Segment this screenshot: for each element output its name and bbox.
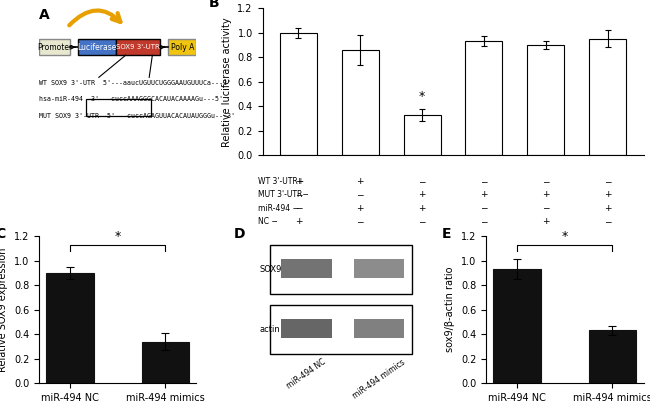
Bar	[142, 342, 189, 383]
Text: *: *	[114, 230, 121, 243]
Bar	[46, 273, 94, 383]
Text: Luciferase: Luciferase	[77, 43, 117, 52]
Text: +: +	[480, 190, 488, 199]
Text: −: −	[604, 217, 612, 226]
Text: SOX9: SOX9	[259, 265, 281, 274]
FancyBboxPatch shape	[116, 39, 160, 55]
Text: WT SOX9 3'-UTR  5'---aaucUGUUCUGGGAAUGUUUCa---3': WT SOX9 3'-UTR 5'---aaucUGUUCUGGGAAUGUUU…	[39, 80, 231, 86]
Bar	[527, 45, 564, 155]
Text: D: D	[234, 227, 246, 241]
Text: *: *	[419, 89, 425, 103]
Text: miR-494 NC: miR-494 NC	[285, 358, 328, 391]
FancyBboxPatch shape	[354, 319, 404, 338]
Text: miR-494 mimics: miR-494 mimics	[351, 358, 407, 400]
FancyBboxPatch shape	[270, 245, 412, 294]
Text: +: +	[542, 217, 549, 226]
Text: +: +	[542, 190, 549, 199]
FancyBboxPatch shape	[281, 259, 332, 279]
Y-axis label: Relative SOX9 expression: Relative SOX9 expression	[0, 247, 8, 372]
Text: actin: actin	[259, 325, 280, 334]
Text: +: +	[604, 204, 612, 213]
Text: +: +	[356, 204, 364, 213]
Text: C: C	[0, 227, 5, 241]
Text: NC −: NC −	[258, 217, 278, 226]
Bar	[589, 330, 636, 383]
Text: A: A	[39, 8, 50, 22]
Text: E: E	[442, 227, 452, 241]
Text: +: +	[419, 190, 426, 199]
Text: −: −	[480, 204, 488, 213]
Text: −: −	[542, 204, 549, 213]
Text: −: −	[480, 177, 488, 186]
Text: +: +	[294, 217, 302, 226]
Text: WT 3'-UTR+: WT 3'-UTR+	[258, 177, 304, 186]
FancyBboxPatch shape	[270, 305, 412, 354]
Text: −: −	[604, 177, 612, 186]
Text: −: −	[294, 190, 302, 199]
Text: Poly A: Poly A	[170, 43, 194, 52]
Y-axis label: Relative luciferase activity: Relative luciferase activity	[222, 17, 232, 147]
Text: −: −	[419, 177, 426, 186]
Text: MUT SOX9 3'-UTR  5'---cuccAGAGUUACACAUAUGGGu---3': MUT SOX9 3'-UTR 5'---cuccAGAGUUACACAUAUG…	[39, 112, 235, 119]
Text: SOX9 3'-UTR: SOX9 3'-UTR	[116, 44, 160, 50]
Text: −: −	[419, 217, 426, 226]
FancyBboxPatch shape	[168, 39, 196, 55]
Bar	[493, 269, 541, 383]
Text: hsa-miR-494  3'---cuccAAAGGGCACAUACAAAAGu---5': hsa-miR-494 3'---cuccAAAGGGCACAUACAAAAGu…	[39, 96, 223, 103]
Bar	[589, 39, 626, 155]
Text: +: +	[356, 177, 364, 186]
Text: −: −	[356, 217, 364, 226]
Text: MUT 3'-UTR−: MUT 3'-UTR−	[258, 190, 309, 199]
Text: *: *	[562, 230, 568, 243]
Bar	[280, 33, 317, 155]
FancyBboxPatch shape	[281, 319, 332, 338]
Text: −: −	[294, 204, 302, 213]
Bar	[465, 41, 502, 155]
Text: −: −	[480, 217, 488, 226]
Bar	[342, 50, 379, 155]
FancyBboxPatch shape	[79, 39, 116, 55]
Text: Promoter: Promoter	[37, 43, 72, 52]
Text: −: −	[542, 177, 549, 186]
Text: miR-494 −: miR-494 −	[258, 204, 299, 213]
Text: −: −	[356, 190, 364, 199]
Text: +: +	[294, 177, 302, 186]
Y-axis label: sox9/β-actin ratio: sox9/β-actin ratio	[445, 267, 456, 352]
FancyBboxPatch shape	[39, 39, 70, 55]
Text: +: +	[604, 190, 612, 199]
FancyBboxPatch shape	[354, 259, 404, 279]
Text: B: B	[209, 0, 220, 10]
Bar	[404, 115, 441, 155]
Text: +: +	[419, 204, 426, 213]
